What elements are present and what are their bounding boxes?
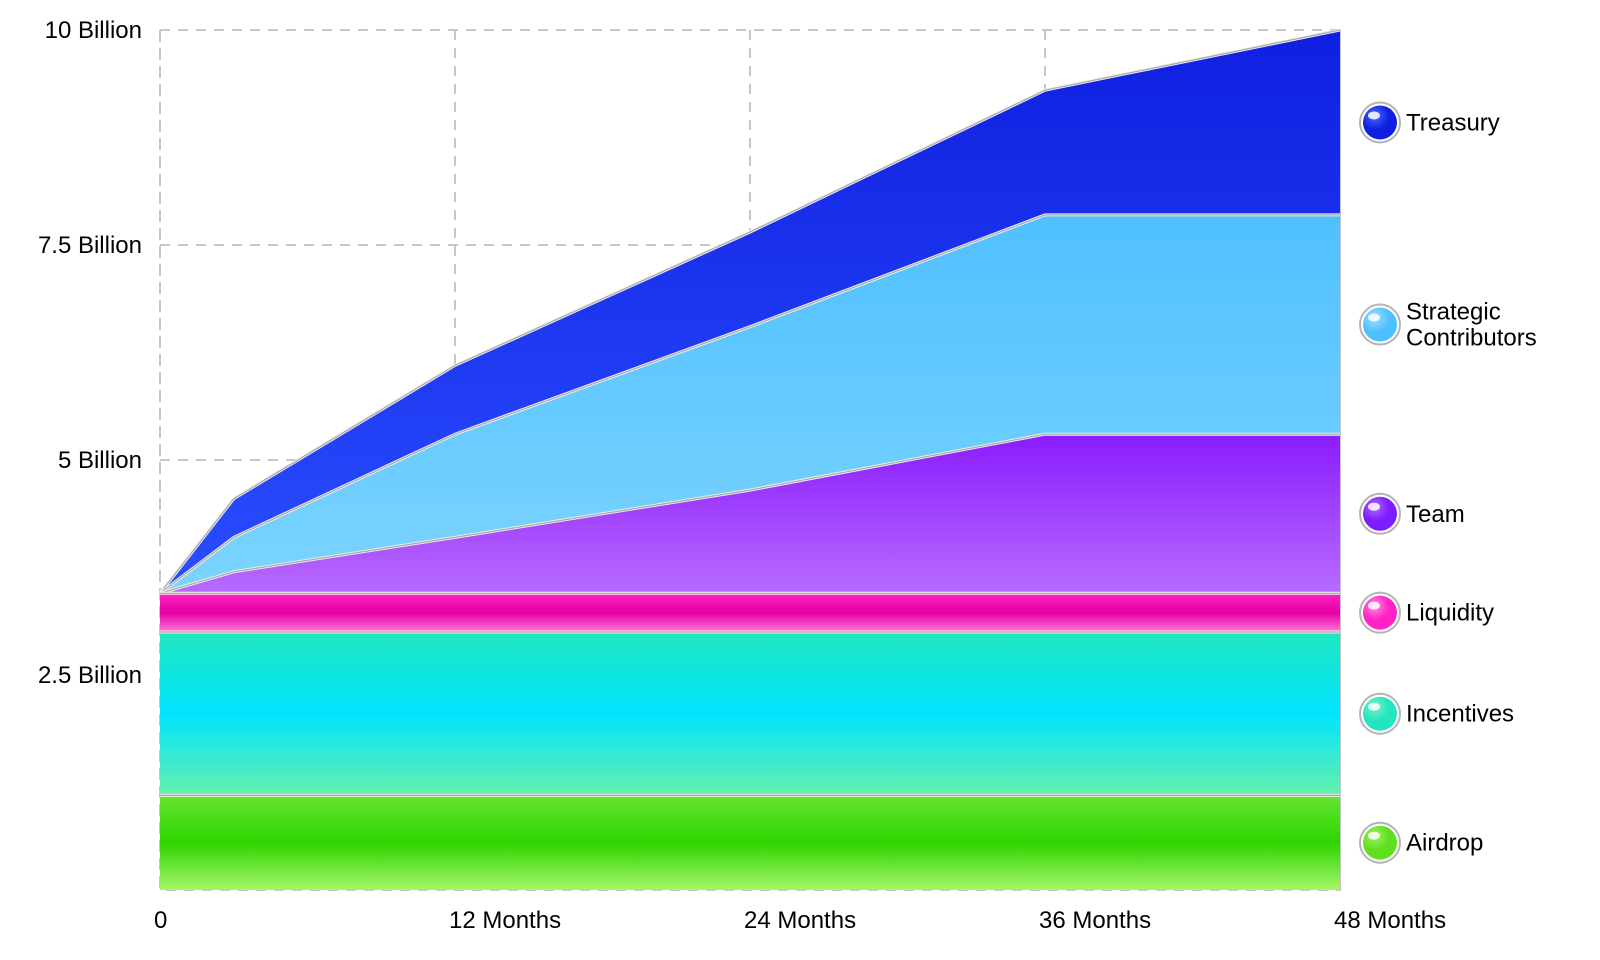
legend-label: Treasury	[1406, 109, 1500, 136]
legend-label: Contributors	[1406, 325, 1537, 352]
area-airdrop	[160, 795, 1340, 890]
y-axis-labels: 2.5 Billion 5 Billion 7.5 Billion 10 Billio…	[38, 17, 142, 689]
legend-label: Airdrop	[1406, 830, 1483, 857]
stacked-area-chart: 2.5 Billion 5 Billion 7.5 Billion 10 Billio…	[0, 0, 1600, 960]
strategic-contributors-swatch-icon	[1363, 308, 1397, 342]
x-axis-labels: 0 12 Months 24 Months 36 Months 48 Months	[154, 907, 1446, 934]
incentives-swatch-icon	[1363, 697, 1397, 731]
x-tick-label: 0	[154, 907, 167, 934]
legend-label: Liquidity	[1406, 600, 1494, 627]
legend-label: Strategic	[1406, 299, 1501, 326]
legend-item-liquidity: Liquidity	[1360, 593, 1494, 633]
y-tick-label: 2.5 Billion	[38, 662, 142, 689]
legend-item-strategic-contributors: StrategicContributors	[1360, 299, 1537, 352]
legend-label: Team	[1406, 501, 1465, 528]
liquidity-swatch-icon	[1363, 596, 1397, 630]
treasury-swatch-icon	[1363, 105, 1397, 139]
airdrop-swatch-icon	[1363, 826, 1397, 860]
y-tick-label: 7.5 Billion	[38, 232, 142, 259]
legend-item-team: Team	[1360, 494, 1465, 534]
y-tick-label: 10 Billion	[45, 17, 142, 44]
x-tick-label: 12 Months	[449, 907, 561, 934]
x-tick-label: 48 Months	[1334, 907, 1446, 934]
x-tick-label: 36 Months	[1039, 907, 1151, 934]
legend: Treasury StrategicContributors Team Liquidi…	[1360, 102, 1537, 862]
area-incentives	[160, 632, 1340, 795]
y-tick-label: 5 Billion	[58, 447, 142, 474]
legend-item-airdrop: Airdrop	[1360, 823, 1483, 863]
legend-label: Incentives	[1406, 701, 1514, 728]
x-tick-label: 24 Months	[744, 907, 856, 934]
area-liquidity	[160, 593, 1340, 632]
legend-item-incentives: Incentives	[1360, 694, 1514, 734]
team-swatch-icon	[1363, 497, 1397, 531]
legend-item-treasury: Treasury	[1360, 102, 1500, 142]
